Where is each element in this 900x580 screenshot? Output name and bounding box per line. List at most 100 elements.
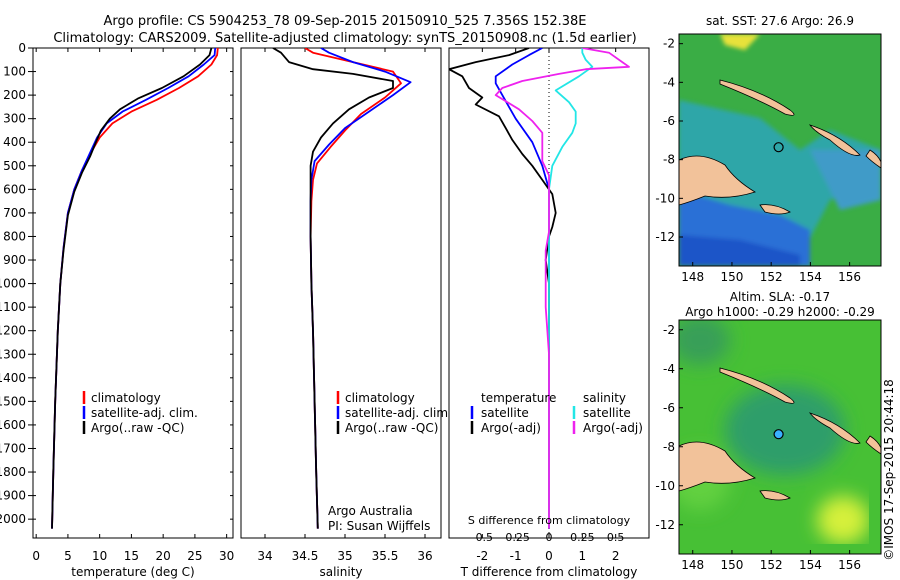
t-difference-label: T difference from climatology <box>460 565 638 579</box>
legend-argo: Argo(..raw -QC) <box>91 421 184 435</box>
island-coast <box>759 490 791 501</box>
lon-tick-label: 150 <box>720 558 743 572</box>
depth-tick-label: 400 <box>3 135 26 149</box>
series-argo-raw-qc- <box>272 48 394 529</box>
series-s-argo-adj- <box>494 48 630 529</box>
s-tick-label: 0.5 <box>607 531 625 544</box>
sla-map-subtitle: Argo h1000: -0.29 h2000: -0.29 <box>685 305 875 319</box>
lat-tick-label: -10 <box>655 191 675 205</box>
salinity-panel: 34 34.5 35 35.5 36 salinity climatology sate… <box>240 47 452 579</box>
temperature-x-label: temperature (deg C) <box>71 565 194 579</box>
depth-tick-label: 0 <box>18 41 26 55</box>
x-tick-label: 34.5 <box>292 549 319 563</box>
x-tick-label: 5 <box>64 549 72 563</box>
depth-tick-label: 500 <box>3 159 26 173</box>
lat-tick-label: -4 <box>663 75 675 89</box>
x-tick-label: 2 <box>612 549 620 563</box>
legend-t-argo: Argo(-adj) <box>481 421 541 435</box>
sla-map-panel: Altim. SLA: -0.17 Argo h1000: -0.29 h200… <box>655 290 882 572</box>
sla-map-frame <box>678 319 882 555</box>
lon-tick-label: 148 <box>681 558 704 572</box>
credit-pi: PI: Susan Wijffels <box>328 519 430 533</box>
sst-map-frame <box>678 33 882 267</box>
salinity-axis: 34 34.5 35 35.5 36 <box>257 48 433 563</box>
salinity-x-label: salinity <box>319 565 362 579</box>
depth-tick-label: 800 <box>3 229 26 243</box>
difference-panel: -2 -1 0 1 2 -0.5 -0.25 0 0.25 0.5 S difference fr… <box>448 47 650 579</box>
legend-s-satellite: satellite <box>583 406 631 420</box>
difference-legend: temperature satellite Argo(-adj) salinit… <box>470 391 643 435</box>
lon-tick-label: 152 <box>760 270 783 284</box>
depth-tick-label: 1200 <box>0 324 26 338</box>
legend-salinity-heading: salinity <box>583 391 626 405</box>
depth-tick-label: 1800 <box>0 465 26 479</box>
x-tick-label: 20 <box>156 549 171 563</box>
depth-tick-label: 200 <box>3 88 26 102</box>
depth-tick-label: 1700 <box>0 441 26 455</box>
sst-map-axes: 148 150 152 154 156 -2 -4 -6 -8 -10 -12 <box>655 37 861 284</box>
x-tick-label: -2 <box>476 549 488 563</box>
sla-low-patch <box>679 320 730 365</box>
depth-tick-label: 100 <box>3 65 26 79</box>
legend-s-argo: Argo(-adj) <box>583 421 643 435</box>
lat-tick-label: -2 <box>663 37 675 51</box>
lat-tick-label: -10 <box>655 479 675 493</box>
sla-map-axes: 148 150 152 154 156 -2 -4 -6 -8 -10 -12 <box>655 323 861 572</box>
x-tick-label: 35 <box>337 549 352 563</box>
legend-argo: Argo(..raw -QC) <box>345 421 438 435</box>
depth-tick-label: 1100 <box>0 300 26 314</box>
x-tick-label: 0 <box>32 549 40 563</box>
depth-tick-label: 2000 <box>0 512 26 526</box>
x-tick-label: 10 <box>92 549 107 563</box>
legend-climatology: climatology <box>91 391 161 405</box>
series-argo-raw-qc- <box>51 48 213 529</box>
depth-tick-label: 1000 <box>0 277 26 291</box>
s-tick-label: 0.25 <box>570 531 595 544</box>
difference-axis: -2 -1 0 1 2 -0.5 -0.25 0 0.25 0.5 <box>472 48 625 563</box>
lon-tick-label: 152 <box>760 558 783 572</box>
solomon-coast <box>865 149 881 169</box>
s-difference-label: S difference from climatology <box>468 514 631 527</box>
legend-climatology: climatology <box>345 391 415 405</box>
salinity-legend: climatology satellite-adj. clim. Argo(..… <box>336 391 452 435</box>
sla-map-title: Altim. SLA: -0.17 <box>730 290 830 304</box>
sst-map-panel: sat. SST: 27.6 Argo: 26.9 148 150 152 154 15… <box>655 14 882 284</box>
imos-credit: ©IMOS 17-Sep-2015 20:44:18 <box>882 379 896 561</box>
legend-satellite-adj: satellite-adj. clim. <box>91 406 198 420</box>
sst-warm-patch <box>720 34 760 50</box>
s-tick-label: 0 <box>546 531 553 544</box>
new-guinea-coast <box>679 441 756 492</box>
s-tick-label: -0.5 <box>472 531 493 544</box>
sla-low-anomaly <box>725 385 845 475</box>
depth-tick-label: 1500 <box>0 394 26 408</box>
sst-cool-patch <box>810 150 881 210</box>
x-tick-label: 0 <box>545 549 553 563</box>
sst-colder-water <box>679 235 800 266</box>
lon-tick-label: 156 <box>838 558 861 572</box>
lon-tick-label: 148 <box>681 270 704 284</box>
new-guinea-coast <box>679 155 756 206</box>
x-tick-label: 36 <box>417 549 432 563</box>
lat-tick-label: -12 <box>655 230 675 244</box>
legend-temperature-heading: temperature <box>481 391 556 405</box>
lat-tick-label: -2 <box>663 323 675 337</box>
legend-satellite-adj: satellite-adj. clim. <box>345 406 452 420</box>
bougainville-coast <box>808 124 861 156</box>
depth-tick-label: 600 <box>3 182 26 196</box>
difference-lines <box>449 48 630 529</box>
lat-tick-label: -8 <box>663 153 675 167</box>
lat-tick-label: -8 <box>663 440 675 454</box>
temperature-legend: climatology satellite-adj. clim. Argo(..… <box>82 391 198 435</box>
temperature-panel: 0100200300400500600700800900100011001200… <box>0 41 649 579</box>
lat-tick-label: -6 <box>663 401 675 415</box>
legend-t-satellite: satellite <box>481 406 529 420</box>
depth-tick-label: 1900 <box>0 489 26 503</box>
s-tick-label: -0.25 <box>501 531 529 544</box>
lat-tick-label: -4 <box>663 362 675 376</box>
salinity-plot-frame <box>240 47 442 539</box>
title-line-1: Argo profile: CS 5904253_78 09-Sep-2015 … <box>103 14 586 29</box>
bougainville-coast <box>808 412 861 444</box>
temperature-lines <box>51 48 219 529</box>
sst-map-title: sat. SST: 27.6 Argo: 26.9 <box>706 14 854 28</box>
